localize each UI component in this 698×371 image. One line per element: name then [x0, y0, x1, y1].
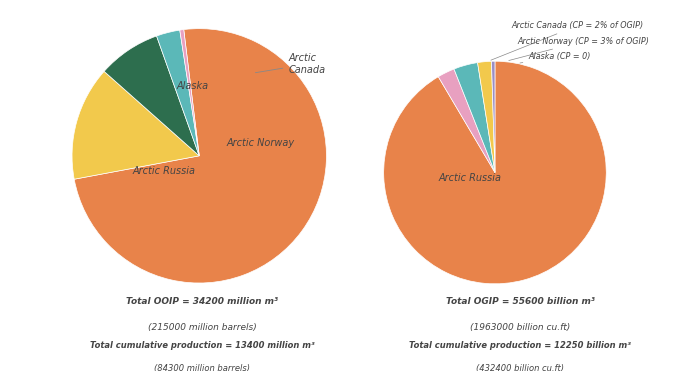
- Text: (215000 million barrels): (215000 million barrels): [148, 323, 257, 332]
- Text: Alaska (CP = 0): Alaska (CP = 0): [520, 52, 591, 63]
- Text: Arctic Canada (CP = 2% of OGIP): Arctic Canada (CP = 2% of OGIP): [491, 21, 644, 60]
- Text: (432400 billion cu.ft): (432400 billion cu.ft): [476, 364, 564, 371]
- Text: Alaska: Alaska: [177, 81, 209, 91]
- Wedge shape: [491, 61, 495, 173]
- Text: (84300 million barrels): (84300 million barrels): [154, 364, 251, 371]
- Wedge shape: [156, 30, 199, 156]
- Text: Arctic Norway (CP = 3% of OGIP): Arctic Norway (CP = 3% of OGIP): [509, 37, 649, 60]
- Text: Arctic Russia: Arctic Russia: [439, 173, 502, 183]
- Text: Arctic Russia: Arctic Russia: [132, 166, 195, 176]
- Wedge shape: [438, 69, 495, 173]
- Text: Total cumulative production = 13400 million m³: Total cumulative production = 13400 mill…: [90, 341, 315, 350]
- Text: Total OOIP = 34200 million m³: Total OOIP = 34200 million m³: [126, 297, 279, 306]
- Text: (1963000 billion cu.ft): (1963000 billion cu.ft): [470, 323, 570, 332]
- Text: Total OGIP = 55600 billion m³: Total OGIP = 55600 billion m³: [445, 297, 595, 306]
- Wedge shape: [454, 63, 495, 173]
- Wedge shape: [180, 30, 199, 156]
- Wedge shape: [477, 61, 495, 173]
- Text: Arctic Norway: Arctic Norway: [226, 138, 295, 148]
- Wedge shape: [72, 71, 199, 179]
- Text: Arctic
Canada: Arctic Canada: [255, 53, 325, 75]
- Wedge shape: [74, 29, 327, 283]
- Wedge shape: [384, 61, 607, 284]
- Text: Total cumulative production = 12250 billion m³: Total cumulative production = 12250 bill…: [409, 341, 631, 350]
- Wedge shape: [104, 36, 199, 156]
